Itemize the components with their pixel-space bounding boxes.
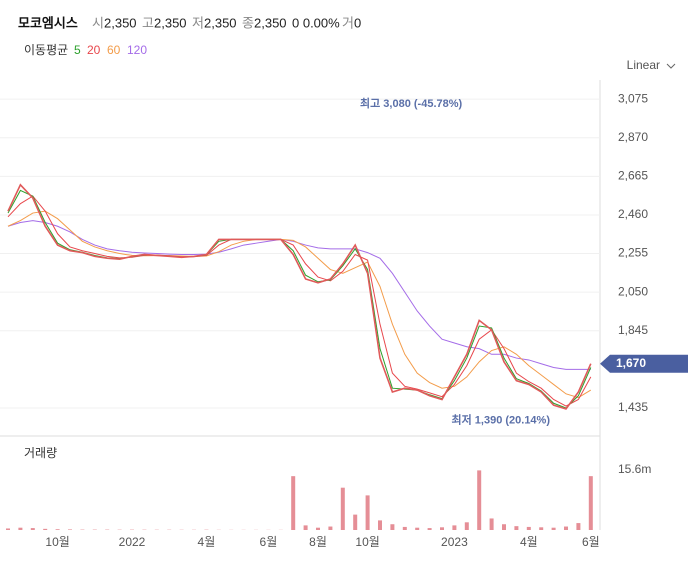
- volume-bar: [502, 524, 506, 530]
- volume-bar: [18, 528, 22, 530]
- x-tick-label: 2023: [441, 535, 468, 549]
- scale-mode[interactable]: Linear: [627, 58, 660, 72]
- price-annotation: 최저 1,390 (20.14%): [451, 412, 550, 426]
- last-price-label: 1,670: [616, 356, 646, 370]
- price-line: [8, 185, 591, 409]
- x-tick-label: 6월: [260, 535, 278, 549]
- price-line: [8, 190, 591, 408]
- volume-bar: [477, 470, 481, 530]
- y-tick-label: 2,460: [618, 207, 648, 221]
- volume-bar: [440, 527, 444, 530]
- volume-bar: [452, 525, 456, 530]
- volume-bar: [304, 525, 308, 530]
- volume-bar: [341, 488, 345, 530]
- y-tick-label: 1,435: [618, 400, 648, 414]
- y-tick-label: 2,870: [618, 130, 648, 144]
- x-tick-label: 8월: [309, 535, 327, 549]
- volume-bar: [6, 528, 10, 530]
- volume-bar: [366, 495, 370, 530]
- volume-bar: [527, 527, 531, 530]
- volume-bar: [465, 522, 469, 530]
- quote-text: 고: [142, 15, 154, 30]
- quote-text: 2,350: [154, 15, 187, 30]
- volume-bar: [328, 527, 332, 530]
- quote-text: 시: [92, 15, 104, 30]
- volume-title: 거래량: [24, 446, 57, 460]
- y-tick-label: 2,665: [618, 169, 648, 183]
- volume-bar: [589, 476, 593, 530]
- y-tick-label: 2,050: [618, 284, 648, 298]
- volume-bar: [316, 528, 320, 530]
- volume-bar: [552, 528, 556, 530]
- volume-bar: [43, 529, 47, 530]
- volume-bar: [378, 520, 382, 530]
- quote-text: 0 0.00%: [292, 15, 340, 30]
- legend-entry: 60: [107, 43, 121, 57]
- legend-entry: 20: [87, 43, 101, 57]
- quote-text: 2,350: [104, 15, 137, 30]
- y-tick-label: 2,255: [618, 246, 648, 260]
- x-tick-label: 2022: [119, 535, 146, 549]
- volume-bar: [68, 529, 72, 530]
- volume-bar: [291, 476, 295, 530]
- volume-bar: [415, 528, 419, 530]
- quote-text: 2,350: [204, 15, 237, 30]
- volume-bar: [56, 529, 60, 530]
- quote-text: 저: [192, 15, 204, 30]
- x-tick-label: 10월: [45, 535, 69, 549]
- volume-bar: [428, 528, 432, 530]
- volume-bar: [576, 523, 580, 530]
- volume-bar: [514, 526, 518, 530]
- x-tick-label: 4월: [198, 535, 216, 549]
- quote-text: 거: [342, 15, 354, 30]
- price-annotation: 최고 3,080 (-45.78%): [360, 96, 463, 110]
- price-line: [8, 196, 591, 406]
- volume-bar: [31, 528, 35, 530]
- y-tick-label: 3,075: [618, 91, 648, 105]
- quote-text: 2,350: [254, 15, 287, 30]
- y-tick-label: 1,845: [618, 323, 648, 337]
- volume-tick-label: 15.6m: [618, 462, 651, 476]
- quote-text: 0: [354, 15, 361, 30]
- x-tick-label: 10월: [355, 535, 379, 549]
- legend-entry: 5: [74, 43, 81, 57]
- ma-title: 이동평균: [24, 43, 68, 57]
- dropdown-icon[interactable]: [667, 64, 675, 68]
- stock-name: 모코엠시스: [18, 15, 78, 30]
- x-tick-label: 6월: [582, 535, 600, 549]
- legend-entry: 120: [127, 43, 147, 57]
- volume-bar: [390, 524, 394, 530]
- volume-bar: [490, 518, 494, 530]
- quote-text: 종: [242, 15, 254, 30]
- volume-bar: [539, 527, 543, 530]
- volume-bar: [403, 527, 407, 530]
- volume-bar: [564, 527, 568, 530]
- price-line: [8, 211, 591, 397]
- x-tick-label: 4월: [520, 535, 538, 549]
- volume-bar: [353, 515, 357, 530]
